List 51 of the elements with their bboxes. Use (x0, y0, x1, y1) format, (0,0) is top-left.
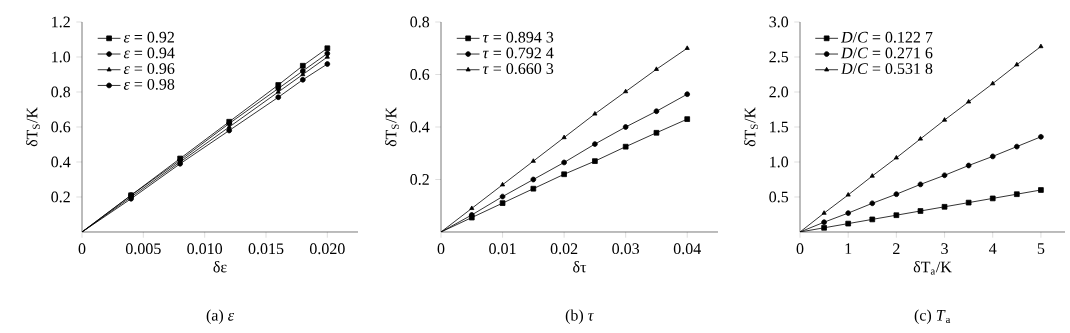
x-tick-label: 0.010 (187, 243, 223, 255)
y-tick-label: 0.4 (51, 156, 71, 168)
y-tick-label: 1.0 (52, 51, 71, 63)
text: (c) T$_{a}$ (914, 309, 951, 324)
x-axis-title: δT$_{a}$/K (913, 261, 952, 275)
legend-label: D/C = 0.531 8 (840, 63, 933, 75)
legend-label: ε = 0.98 (123, 78, 175, 90)
y-tick-label: 3.0 (769, 16, 789, 28)
x-tick-label: 2 (893, 243, 900, 254)
x-tick-label: 5 (1037, 243, 1045, 254)
x-tick-label: 0 (78, 243, 86, 255)
y-tick-label: 2.5 (769, 51, 789, 63)
y-axis-title: δT$_{S}$/K (385, 107, 399, 147)
y-tick-label: 0.8 (51, 86, 71, 98)
x-tick-label: 3 (941, 243, 948, 255)
legend-label: τ = 0.894 3 (482, 31, 554, 43)
x-tick-label: 0.03 (612, 243, 640, 255)
x-tick-label: 0.02 (550, 243, 578, 255)
y-tick-label: 0.5 (769, 191, 789, 203)
legend-label: ε = 0.96 (123, 63, 175, 75)
x-axis-title: δε (213, 261, 227, 273)
x-tick-label: 0.04 (673, 243, 701, 255)
legend-label: D/C = 0.271 6 (840, 47, 933, 59)
legend-label: τ = 0.792 4 (482, 47, 554, 59)
x-tick-label: 0.01 (489, 243, 516, 255)
text: (b) τ (565, 309, 594, 324)
y-tick-label: 1.0 (770, 156, 789, 168)
x-tick-label: 1 (845, 243, 852, 254)
y-tick-label: 2.0 (769, 86, 789, 98)
y-tick-label: 0.6 (410, 69, 430, 80)
legend-label: ε = 0.92 (123, 31, 174, 43)
legend-label: ε = 0.94 (123, 47, 175, 59)
y-tick-label: 1.2 (52, 16, 70, 28)
text: (a) ε (206, 309, 235, 324)
x-tick-label: 0 (796, 243, 804, 255)
y-tick-label: 0.8 (410, 16, 430, 28)
x-axis-title: δτ (573, 261, 587, 273)
y-tick-label: 0.4 (410, 121, 430, 133)
y-tick-label: 1.5 (770, 121, 789, 133)
y-axis-title: δT$_{S}$/K (26, 107, 40, 147)
x-tick-label: 0.015 (248, 243, 284, 255)
x-tick-label: 4 (989, 243, 997, 254)
x-tick-label: 0.020 (309, 243, 345, 255)
y-tick-label: 0.2 (51, 191, 70, 203)
legend-label: τ = 0.660 3 (482, 63, 554, 75)
x-tick-label: 0 (437, 243, 445, 255)
y-axis-title: δT$_{S}$/K (744, 107, 758, 147)
legend-label: D/C = 0.122 7 (840, 31, 933, 43)
y-tick-label: 0.6 (51, 121, 71, 133)
y-tick-label: 0.2 (410, 174, 429, 185)
x-tick-label: 0.005 (125, 243, 161, 255)
